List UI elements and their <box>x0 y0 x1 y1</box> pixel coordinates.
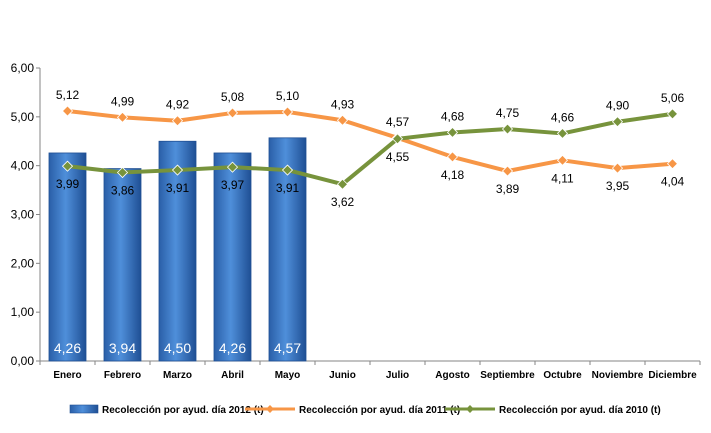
y-tick-label: 2,00 <box>11 256 35 270</box>
legend-swatch <box>69 404 99 414</box>
series-line <box>67 111 673 187</box>
y-tick-label: 3,00 <box>11 208 35 222</box>
legend-marker <box>266 405 274 413</box>
data-point-marker <box>446 126 459 139</box>
point-value-label: 4,66 <box>551 110 575 124</box>
legend-label: Recolección por ayud. día 2012 (t) <box>102 405 264 416</box>
series-line <box>67 108 673 174</box>
data-point-marker <box>116 166 129 179</box>
x-tick-label: Febrero <box>104 370 141 381</box>
point-value-label: 3,97 <box>221 178 245 192</box>
data-point-marker <box>501 123 514 135</box>
x-tick-label: Mayo <box>275 370 301 381</box>
point-value-label: 3,91 <box>166 181 190 195</box>
data-point-marker <box>336 178 349 190</box>
data-point-marker <box>611 116 624 128</box>
data-point-marker <box>171 115 184 127</box>
point-value-label: 4,93 <box>331 97 355 111</box>
point-value-label: 3,62 <box>331 195 355 209</box>
point-value-label: 5,08 <box>221 90 245 104</box>
x-tick-label: Octubre <box>543 370 582 381</box>
data-point-marker <box>226 161 239 173</box>
point-value-label: 3,95 <box>606 179 630 193</box>
point-value-label: 4,55 <box>386 150 410 164</box>
data-labels: 4,26 3,94 4,50 4,26 4,57 5,12 4,99 4,92 5,08 5,10… <box>54 88 685 356</box>
x-tick-label: Marzo <box>163 370 192 381</box>
data-point-marker <box>556 127 569 140</box>
point-value-label: 5,06 <box>661 91 685 105</box>
data-point-marker <box>611 162 624 174</box>
data-point-marker <box>226 107 239 119</box>
data-point-marker <box>666 158 679 170</box>
bar-value-label: 4,26 <box>219 340 246 356</box>
point-value-label: 4,99 <box>111 94 135 108</box>
bar-value-label: 3,94 <box>109 340 136 356</box>
data-point-marker <box>336 114 349 126</box>
axes: 0,00 1,00 2,00 3,00 4,00 5,00 6,00 Enero Febrero… <box>11 61 701 381</box>
y-tick-label: 1,00 <box>11 305 35 319</box>
point-value-label: 3,91 <box>276 181 300 195</box>
y-tick-label: 6,00 <box>11 61 35 75</box>
x-tick-label: Enero <box>53 370 81 381</box>
bar <box>213 152 252 362</box>
data-point-marker <box>281 106 294 118</box>
point-value-label: 4,04 <box>661 175 685 189</box>
legend-marker <box>466 405 474 413</box>
x-tick-label: Abril <box>221 370 244 381</box>
point-value-label: 4,18 <box>441 168 465 182</box>
bar-value-label: 4,26 <box>54 340 81 356</box>
y-tick-label: 4,00 <box>11 159 35 173</box>
point-value-label: 4,92 <box>166 98 190 112</box>
data-point-marker <box>446 151 459 163</box>
x-tick-label: Junio <box>329 370 356 381</box>
x-tick-label: Agosto <box>435 370 469 381</box>
point-value-label: 5,10 <box>276 89 300 103</box>
point-value-label: 3,89 <box>496 182 520 196</box>
x-tick-label: Diciembre <box>648 370 697 381</box>
data-point-marker <box>171 164 184 176</box>
x-tick-label: Septiembre <box>480 370 535 381</box>
legend: Recolección por ayud. día 2012 (t) Recole… <box>69 404 661 416</box>
y-tick-label: 5,00 <box>11 110 35 124</box>
line-series <box>61 105 679 190</box>
data-point-marker <box>666 108 679 120</box>
point-value-label: 3,99 <box>56 177 80 191</box>
data-point-marker <box>501 165 514 177</box>
data-point-marker <box>556 154 569 166</box>
bar <box>48 152 87 362</box>
point-value-label: 4,68 <box>441 109 465 123</box>
point-value-label: 5,12 <box>56 88 80 102</box>
point-value-label: 4,90 <box>606 99 630 113</box>
data-point-marker <box>391 133 404 145</box>
data-point-marker <box>281 164 294 176</box>
bar-value-label: 4,57 <box>274 340 301 356</box>
legend-label: Recolección por ayud. día 2010 (t) <box>499 405 661 416</box>
data-point-marker <box>61 160 74 172</box>
y-tick-label: 0,00 <box>11 354 35 368</box>
point-value-label: 4,11 <box>551 171 574 185</box>
bar <box>158 140 197 362</box>
point-value-label: 4,75 <box>496 106 520 120</box>
legend-label: Recolección por ayud. día 2011 (t) <box>299 405 460 416</box>
data-point-marker <box>61 105 74 117</box>
bar-value-label: 4,50 <box>164 340 191 356</box>
point-value-label: 4,57 <box>386 115 410 129</box>
x-tick-label: Julio <box>386 370 409 381</box>
x-tick-label: Noviembre <box>592 370 644 381</box>
point-value-label: 3,86 <box>111 184 135 198</box>
data-point-marker <box>116 111 129 123</box>
